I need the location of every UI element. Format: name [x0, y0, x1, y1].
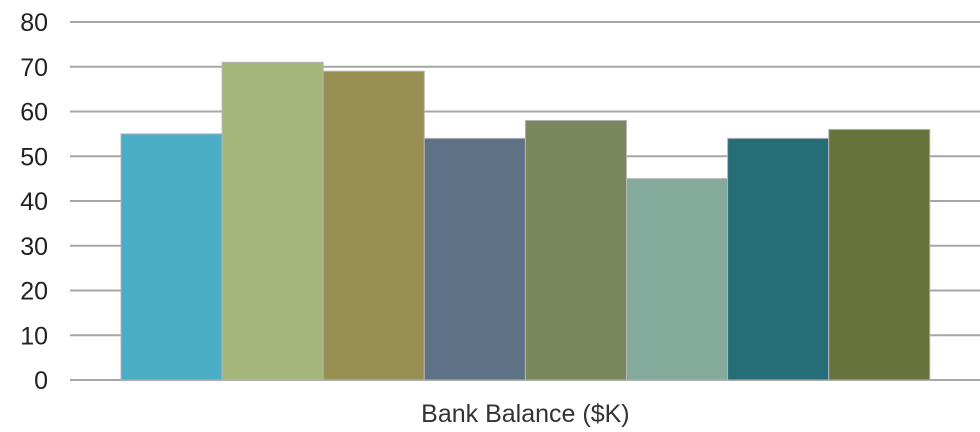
y-tick-label-40: 40	[20, 188, 48, 216]
x-axis-category-labels: Bank Balance ($K)	[421, 400, 629, 428]
y-tick-label-30: 30	[20, 233, 48, 261]
y-axis-tick-labels: 0 10 20 30 40 50 60 70 80	[20, 9, 48, 395]
y-tick-label-80: 80	[20, 9, 48, 37]
y-tick-label-50: 50	[20, 143, 48, 171]
bar-series-1	[120, 133, 223, 381]
bar-series-3	[322, 70, 425, 381]
bar-series-7	[727, 137, 830, 381]
bar-series-5	[524, 119, 628, 381]
bars	[120, 61, 931, 381]
y-tick-label-20: 20	[20, 278, 48, 306]
bar-series-6	[626, 178, 729, 381]
y-tick-label-60: 60	[20, 99, 48, 127]
bar-series-4	[423, 137, 526, 381]
bar-series-8	[828, 128, 931, 381]
y-tick-label-70: 70	[20, 54, 48, 82]
y-tick-label-0: 0	[34, 367, 48, 395]
y-tick-label-10: 10	[20, 322, 48, 350]
x-category-label: Bank Balance ($K)	[421, 400, 629, 428]
bar-series-2	[221, 61, 324, 381]
